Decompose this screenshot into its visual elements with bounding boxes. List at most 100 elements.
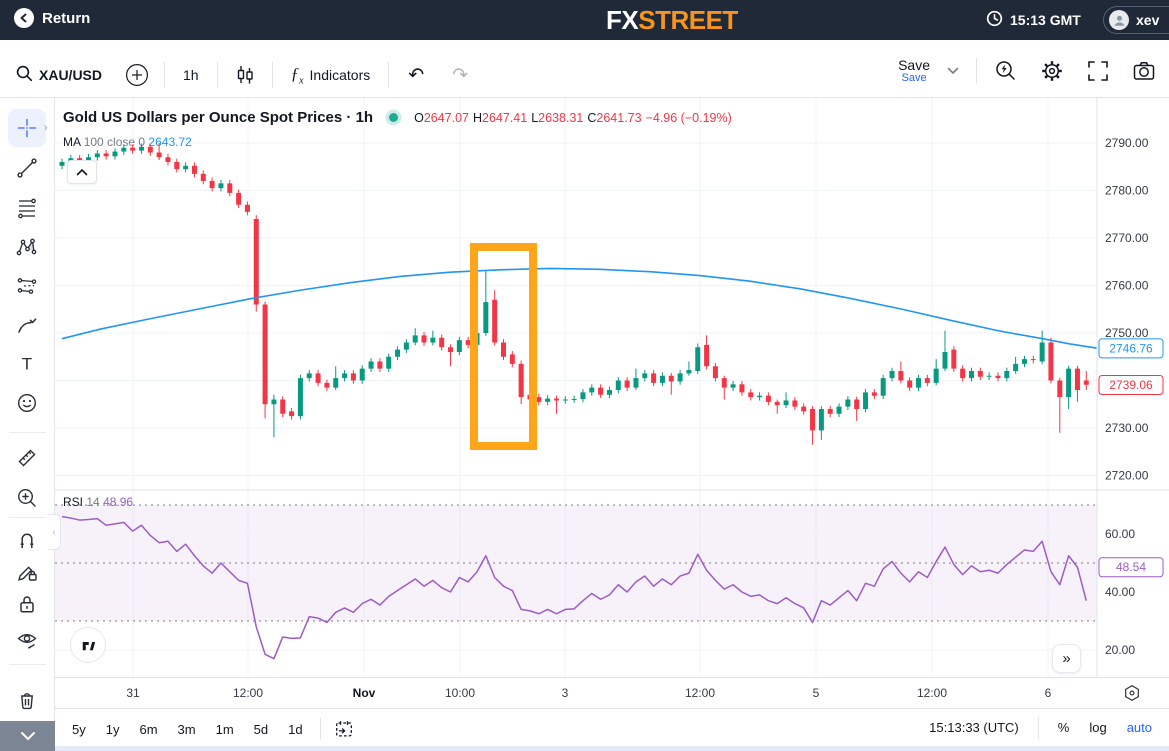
- user-avatar-icon: [1109, 10, 1129, 30]
- tool-zoom-in[interactable]: [8, 479, 46, 517]
- header-time: 15:13 GMT: [1010, 12, 1081, 28]
- save-label: Save: [898, 56, 930, 73]
- logo-street: STREET: [638, 5, 738, 35]
- auto-scale-button[interactable]: auto: [1126, 720, 1152, 735]
- range-button-1d[interactable]: 1d: [288, 721, 303, 737]
- chart-style-button[interactable]: [228, 58, 262, 92]
- svg-text:2720.00: 2720.00: [1105, 469, 1149, 483]
- toolbar-separator: [271, 62, 273, 88]
- fullscreen-icon[interactable]: [1081, 54, 1115, 88]
- save-link[interactable]: Save: [901, 71, 927, 84]
- compare-add-button[interactable]: [120, 58, 154, 92]
- svg-text:T: T: [22, 355, 32, 374]
- time-tick: 31: [126, 686, 140, 700]
- tool-lock-all-drawings[interactable]: [8, 585, 46, 623]
- settings-gear-icon[interactable]: [1035, 54, 1069, 88]
- tool-remove-objects[interactable]: [8, 681, 46, 719]
- svg-text:2739.06: 2739.06: [1109, 378, 1153, 392]
- tool-ruler[interactable]: [8, 439, 46, 477]
- bottom-toolbar: 5y 1y 6m 3m 1m 5d 1d 15:13:33 (UTC) % log auto: [55, 708, 1169, 746]
- time-tick: 3: [561, 686, 569, 700]
- user-name: xev: [1136, 12, 1160, 28]
- undo-icon: ↶: [408, 64, 425, 86]
- header-clock: 15:13 GMT: [986, 10, 1081, 30]
- price-chart[interactable]: 2790.00 2780.00 2770.00 2760.00 2750.00 2730.…: [55, 98, 1169, 677]
- range-button-5y[interactable]: 5y: [72, 721, 86, 737]
- redo-icon: ↷: [452, 64, 469, 86]
- time-tick: 12:00: [232, 686, 264, 700]
- toolbar-separator: [216, 62, 218, 88]
- toolbar-separator: [164, 62, 166, 88]
- range-button-6m[interactable]: 6m: [139, 721, 158, 737]
- percent-scale-button[interactable]: %: [1057, 720, 1070, 735]
- time-axis[interactable]: 31 12:00 Nov 10:00 3 12:00 5 12:00 6: [55, 677, 1169, 708]
- svg-text:2730.00: 2730.00: [1105, 421, 1149, 435]
- symbol-search[interactable]: XAU/USD: [8, 61, 110, 89]
- date-range-buttons: 5y 1y 6m 3m 1m 5d 1d: [63, 716, 359, 742]
- svg-text:2780.00: 2780.00: [1105, 184, 1149, 198]
- clock-utc-button[interactable]: 15:13:33 (UTC): [929, 720, 1019, 735]
- fxstreet-logo: FXSTREET: [606, 5, 738, 36]
- svg-text:60.00: 60.00: [1105, 527, 1135, 541]
- interval-button[interactable]: 1h: [175, 63, 207, 87]
- range-button-1y[interactable]: 1y: [105, 721, 120, 737]
- logo-fx: FX: [606, 5, 639, 35]
- tool-hide-all-drawings[interactable]: [8, 621, 46, 659]
- drawing-toolbar: ›: [0, 98, 55, 751]
- range-button-3m[interactable]: 3m: [177, 721, 196, 737]
- toolbar-separator: [976, 58, 977, 84]
- timezone-settings-icon[interactable]: [1122, 683, 1142, 708]
- drawing-panel-handle[interactable]: ‹: [48, 514, 61, 550]
- time-tick: 12:00: [916, 686, 948, 700]
- sidebar-divider: [9, 432, 46, 433]
- svg-text:48.54: 48.54: [1116, 560, 1146, 574]
- rsi-legend[interactable]: RSI 14 48.96: [63, 495, 134, 509]
- tool-forecast[interactable]: [8, 267, 46, 305]
- tool-drawing-mode-lock[interactable]: [8, 553, 46, 591]
- sidebar-collapse-button[interactable]: [0, 721, 55, 751]
- interval-label: 1h: [183, 67, 199, 83]
- redo-button[interactable]: ↷: [443, 58, 477, 92]
- tool-text[interactable]: T: [8, 345, 46, 383]
- main-legend: Gold US Dollars per Ounce Spot Prices · …: [63, 109, 732, 126]
- quick-search-button[interactable]: [989, 54, 1023, 88]
- tool-crosshair[interactable]: [8, 109, 46, 147]
- tool-xabcd-pattern[interactable]: [8, 228, 46, 266]
- save-menu-chevron[interactable]: [942, 54, 964, 88]
- legend-title[interactable]: Gold US Dollars per Ounce Spot Prices · …: [63, 109, 374, 126]
- pane-expand-button[interactable]: »: [1052, 644, 1081, 673]
- fx-icon: ƒx: [290, 63, 304, 87]
- sidebar-divider: [9, 517, 46, 518]
- symbol-label: XAU/USD: [39, 67, 103, 83]
- svg-text:20.00: 20.00: [1105, 643, 1135, 657]
- svg-text:2760.00: 2760.00: [1105, 279, 1149, 293]
- legend-collapse-button[interactable]: [67, 160, 97, 184]
- back-icon: [14, 8, 34, 28]
- undo-button[interactable]: ↶: [399, 58, 433, 92]
- bottom-separator: [1037, 716, 1039, 739]
- snapshot-camera-icon[interactable]: [1127, 54, 1161, 88]
- market-status-dot[interactable]: [389, 113, 399, 122]
- indicators-label: Indicators: [309, 66, 371, 83]
- return-button[interactable]: Return: [14, 8, 90, 28]
- crosshair-menu-chevron[interactable]: ›: [44, 122, 48, 134]
- tool-emoji[interactable]: [8, 384, 46, 422]
- time-tick: 10:00: [444, 686, 476, 700]
- top-header: Return FXSTREET 15:13 GMT xev: [0, 0, 1169, 40]
- tool-trend-line[interactable]: [8, 149, 46, 187]
- log-scale-button[interactable]: log: [1089, 720, 1107, 735]
- time-tick: 5: [812, 686, 820, 700]
- range-button-1m[interactable]: 1m: [215, 721, 234, 737]
- ma-legend[interactable]: MA 100 close 0 2643.72: [63, 135, 192, 149]
- svg-text:40.00: 40.00: [1105, 585, 1135, 599]
- tradingview-logo[interactable]: [70, 627, 106, 663]
- time-tick: Nov: [352, 686, 376, 700]
- tool-magnet[interactable]: [8, 521, 46, 559]
- user-menu[interactable]: xev: [1103, 6, 1169, 34]
- save-button[interactable]: Save Save: [898, 58, 930, 84]
- tool-fib-retracement[interactable]: [8, 189, 46, 227]
- range-button-5d[interactable]: 5d: [253, 721, 269, 737]
- go-to-date-icon[interactable]: [329, 716, 359, 742]
- tool-brush[interactable]: [8, 306, 46, 344]
- indicators-button[interactable]: ƒx Indicators: [283, 60, 379, 90]
